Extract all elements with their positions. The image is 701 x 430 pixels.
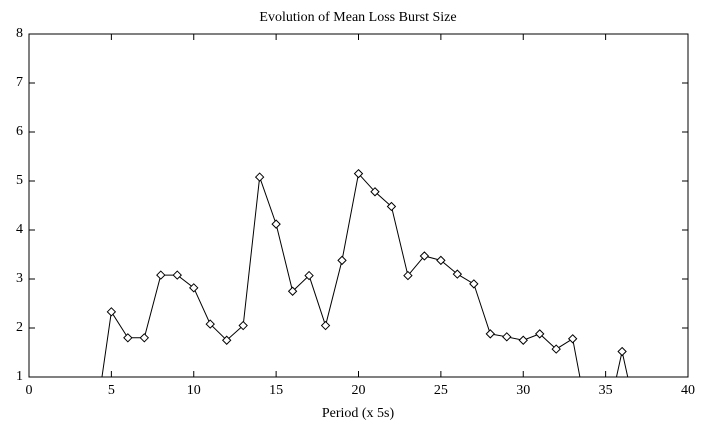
x-tick-label: 40 <box>681 383 695 398</box>
x-tick-label: 20 <box>352 383 366 398</box>
point-marker <box>337 255 347 266</box>
x-tick-label: 15 <box>269 383 283 398</box>
plot-frame <box>28 33 689 378</box>
point-marker <box>452 269 463 279</box>
point-marker <box>535 329 545 339</box>
point-marker <box>386 201 397 212</box>
point-marker <box>287 286 298 296</box>
y-tick-label: 8 <box>16 26 23 41</box>
x-tick-label: 0 <box>26 383 33 398</box>
point-marker <box>91 422 99 430</box>
point-marker <box>205 319 215 329</box>
point-marker <box>304 270 314 281</box>
x-tick-label: 30 <box>516 383 530 398</box>
point-marker <box>567 334 578 344</box>
y-tick-label: 4 <box>16 222 23 237</box>
point-marker <box>602 422 610 430</box>
x-tick-label: 5 <box>108 383 115 398</box>
y-tick-label: 3 <box>16 271 23 286</box>
point-marker <box>172 270 182 280</box>
point-marker <box>469 279 479 289</box>
point-marker <box>254 172 265 182</box>
point-marker <box>635 422 643 430</box>
y-tick-label: 6 <box>16 124 23 139</box>
point-marker <box>271 219 281 229</box>
point-marker <box>238 320 248 331</box>
x-tick-label: 10 <box>187 383 201 398</box>
point-marker <box>585 422 593 430</box>
y-tick-label: 2 <box>16 320 23 335</box>
plot-area <box>91 168 643 430</box>
x-tick-label: 35 <box>599 383 613 398</box>
y-tick-label: 5 <box>16 173 23 188</box>
point-marker <box>189 283 199 293</box>
point-marker <box>221 335 232 345</box>
x-axis-label: Period (x 5s) <box>322 406 395 421</box>
point-marker <box>485 329 496 339</box>
point-marker <box>502 332 512 342</box>
y-tick-label: 7 <box>16 75 23 90</box>
point-marker <box>419 251 430 261</box>
point-marker <box>370 187 380 197</box>
point-marker <box>617 346 627 357</box>
point-marker <box>403 270 413 281</box>
point-marker <box>123 333 133 343</box>
y-tick-label: 1 <box>16 369 23 384</box>
point-marker <box>436 255 446 266</box>
chart-title: Evolution of Mean Loss Burst Size <box>259 10 456 25</box>
point-marker <box>518 335 528 345</box>
series-line <box>101 172 629 377</box>
point-marker <box>353 168 364 179</box>
point-marker <box>106 307 117 317</box>
point-marker <box>551 344 561 354</box>
point-marker <box>320 320 331 331</box>
x-tick-label: 25 <box>434 383 448 398</box>
point-marker <box>156 270 166 280</box>
point-marker <box>139 333 150 343</box>
